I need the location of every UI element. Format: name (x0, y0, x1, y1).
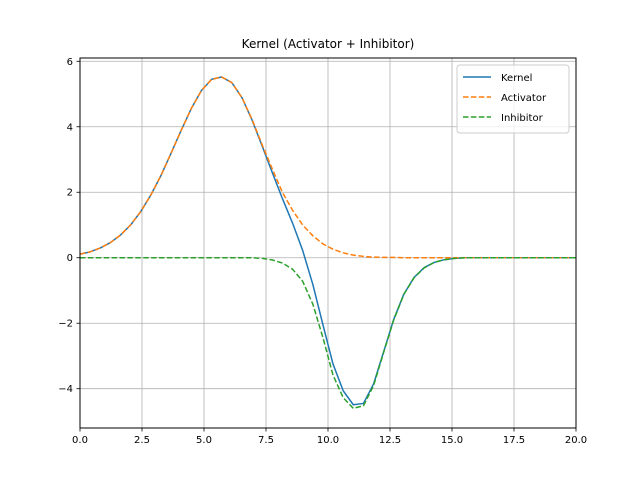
y-tick-label: 2 (67, 188, 73, 199)
x-tick-label: 5.0 (196, 435, 212, 446)
y-tick-label: 6 (67, 57, 73, 68)
x-tick-label: 0.0 (72, 435, 88, 446)
x-tick-label: 2.5 (134, 435, 150, 446)
legend-label-kernel: Kernel (501, 73, 532, 84)
legend-label-activator: Activator (501, 93, 547, 104)
x-tick-label: 20.0 (565, 435, 587, 446)
y-tick-label: −2 (58, 319, 73, 330)
legend-label-inhibitor: Inhibitor (501, 113, 544, 124)
x-tick-label: 7.5 (258, 435, 274, 446)
axis-ticks: 0.0 2.5 5.0 7.5 10.0 12.5 15.0 17.5 20.0 −4 −2 0 2 4 6 (58, 57, 587, 446)
y-tick-label: −4 (58, 384, 73, 395)
y-tick-label: 0 (67, 253, 73, 264)
series-line-inhibitor (80, 256, 576, 410)
series-lines (79, 76, 576, 410)
x-tick-label: 17.5 (503, 435, 525, 446)
x-tick-label: 10.0 (317, 435, 339, 446)
x-tick-label: 12.5 (379, 435, 401, 446)
legend: Kernel Activator Inhibitor (456, 64, 570, 134)
chart-title: Kernel (Activator + Inhibitor) (242, 37, 415, 51)
y-tick-label: 4 (67, 122, 73, 133)
x-tick-label: 15.0 (441, 435, 463, 446)
legend-box (456, 64, 570, 134)
